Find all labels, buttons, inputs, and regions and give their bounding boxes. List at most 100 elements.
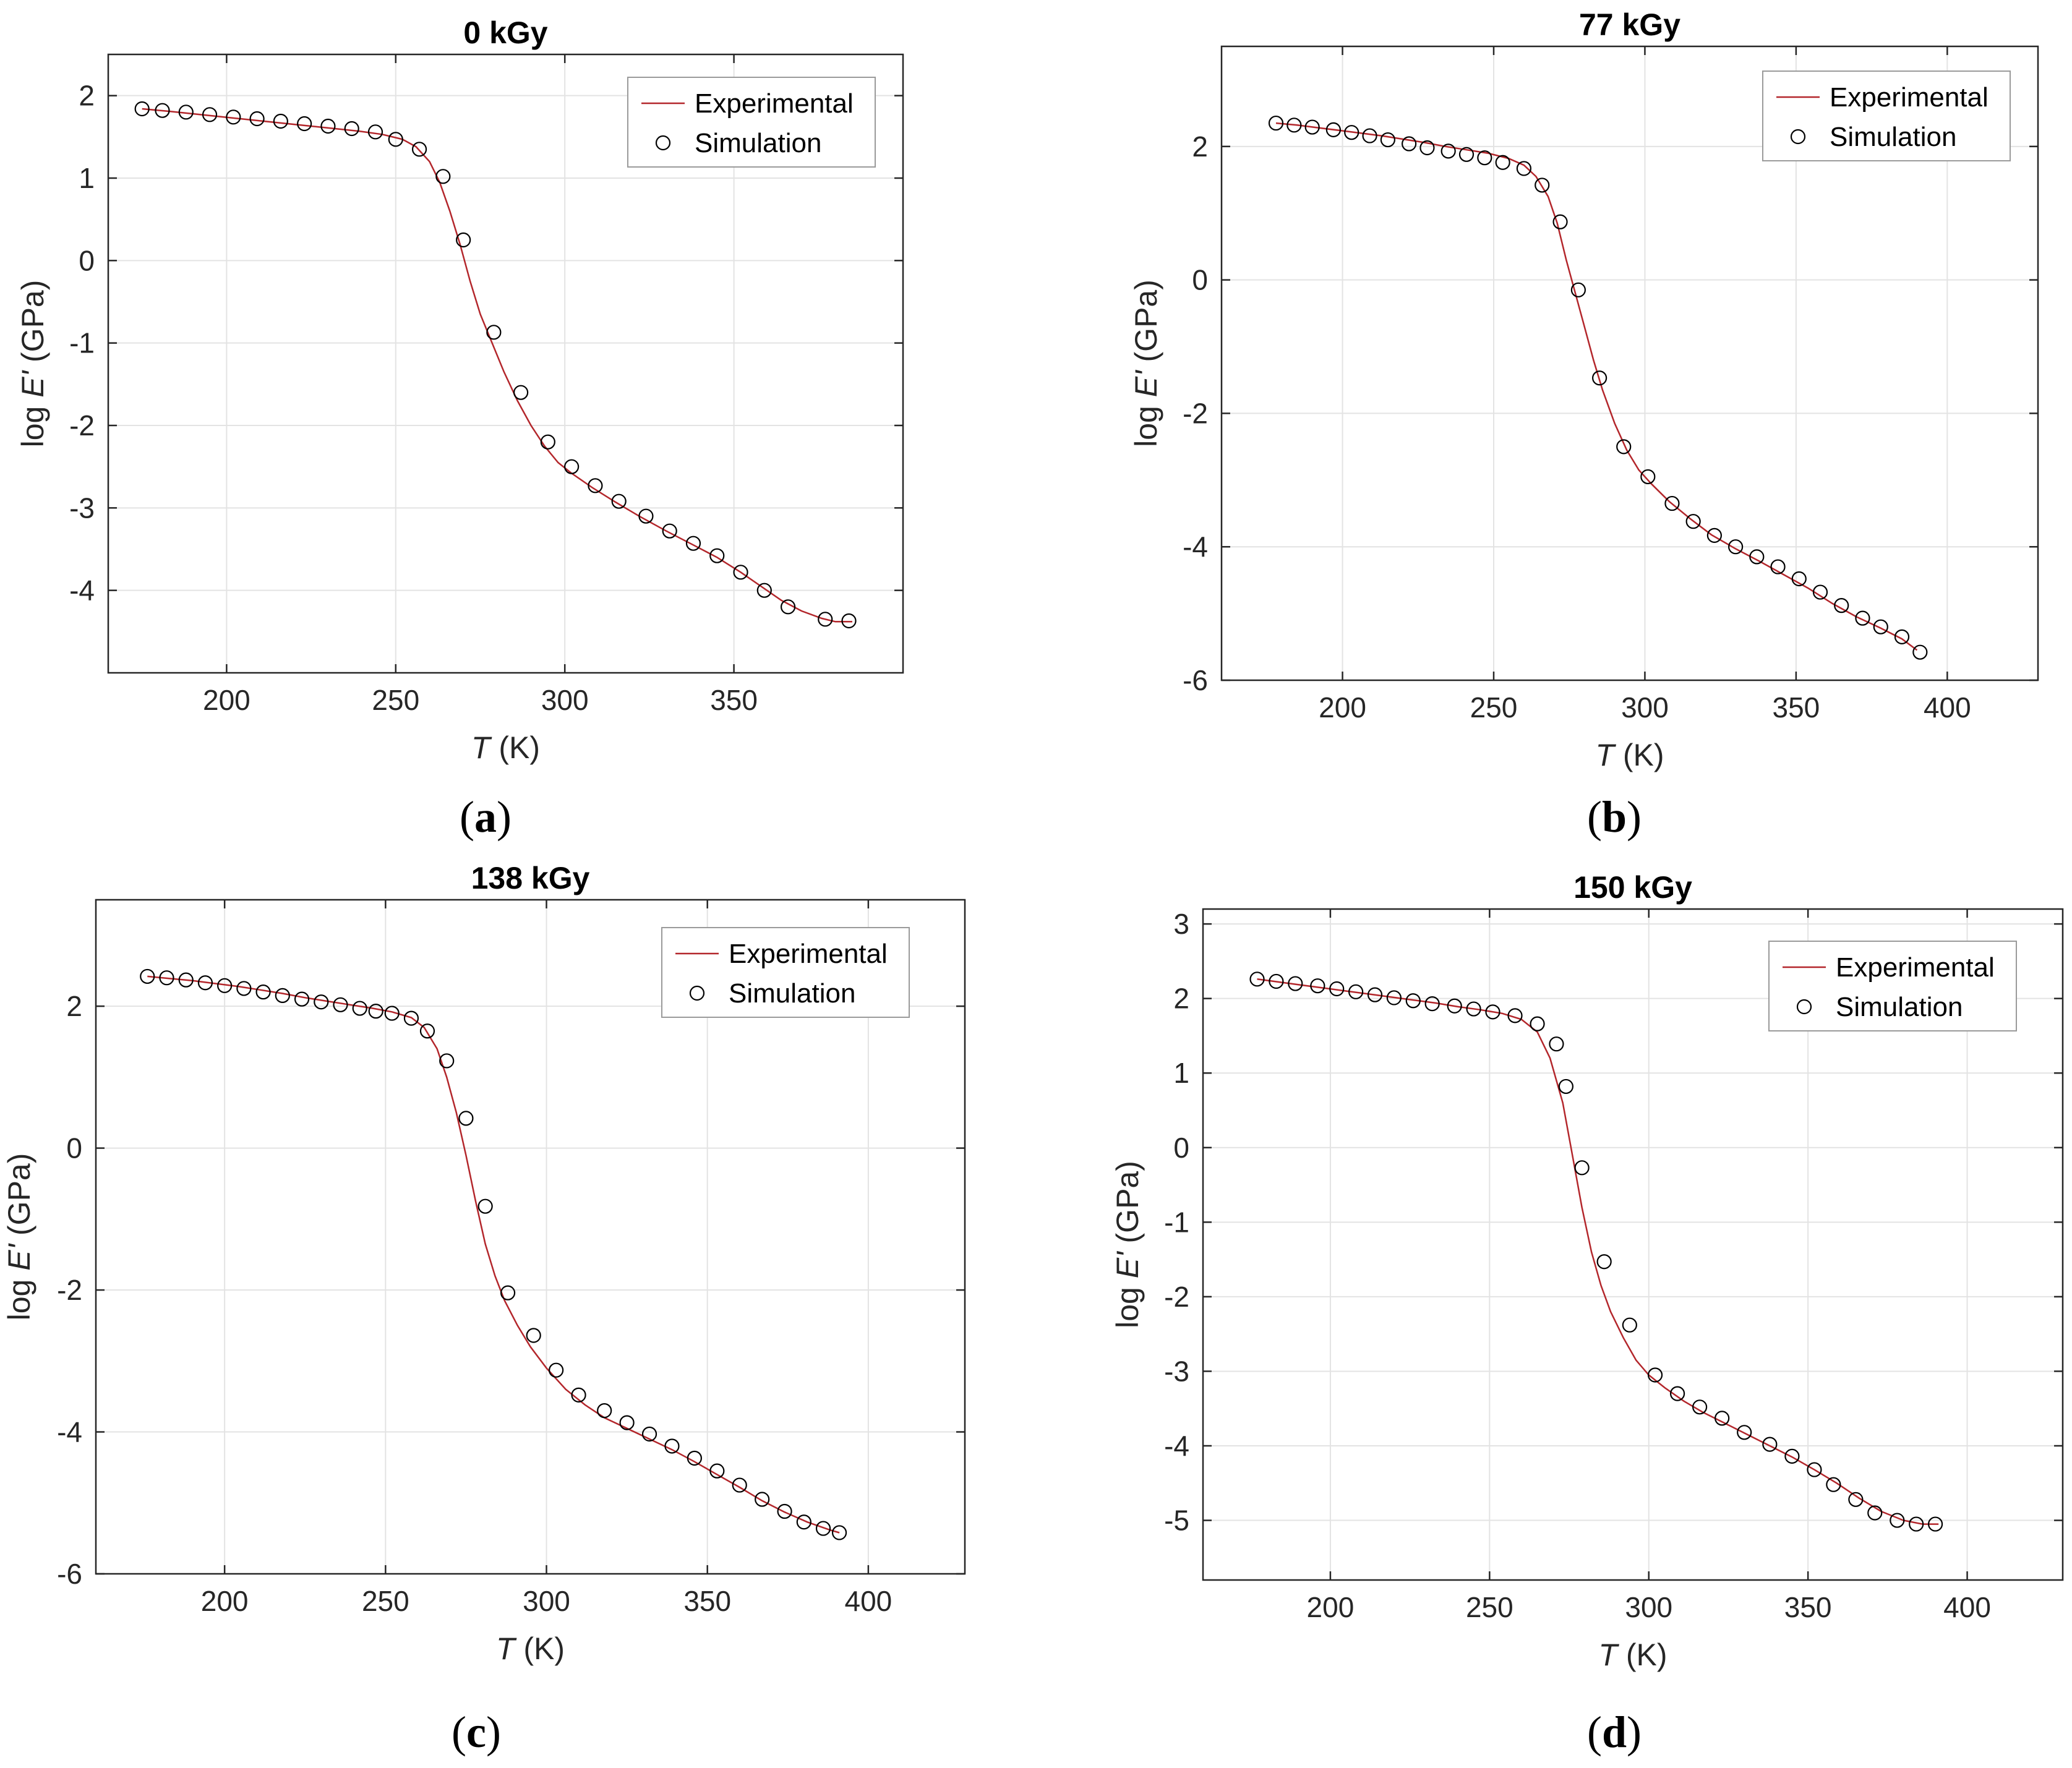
simulation-point (815, 1521, 831, 1536)
simulation-point (202, 107, 218, 122)
y-tick-label: 2 (79, 80, 95, 112)
x-tick-label: 400 (845, 1585, 893, 1617)
y-tick-label: -3 (1164, 1355, 1189, 1387)
simulation-point (1367, 987, 1383, 1002)
x-axis-label-unit: (K) (515, 1631, 565, 1666)
chart-title: 0 kGy (463, 15, 547, 50)
axes-box (95, 899, 966, 1575)
simulation-point (1807, 1462, 1822, 1477)
panel-label-b: (b) (1587, 792, 1642, 842)
panel-label-open: ( (1587, 1707, 1602, 1757)
panel-label-close: ) (497, 792, 512, 842)
x-tick-label: 200 (201, 1585, 249, 1617)
simulation-point (226, 109, 241, 125)
simulation-point (571, 1387, 586, 1403)
x-tick-label: 300 (523, 1585, 570, 1617)
simulation-point (1909, 1516, 1924, 1532)
simulation-point (1362, 128, 1377, 143)
y-tick-label: -1 (1164, 1206, 1189, 1238)
simulation-point (588, 478, 603, 493)
simulation-point (1386, 990, 1402, 1006)
simulation-point (140, 968, 155, 984)
legend-label-experimental: Experimental (1830, 82, 1989, 113)
simulation-point (662, 523, 677, 539)
simulation-point (477, 1198, 493, 1214)
simulation-point (294, 991, 310, 1007)
simulation-point (1419, 140, 1435, 156)
simulation-point (1784, 1448, 1800, 1464)
simulation-point (1516, 161, 1531, 176)
simulation-point (1791, 571, 1807, 587)
simulation-point (155, 103, 170, 118)
simulation-point (1570, 282, 1586, 297)
y-tick-label: 2 (66, 990, 82, 1022)
y-tick-label: 0 (1173, 1132, 1189, 1164)
simulation-point (134, 101, 150, 117)
y-tick-label: -2 (1164, 1281, 1189, 1313)
simulation-point (1873, 619, 1888, 634)
simulation-point (368, 1004, 383, 1019)
y-tick-label: 1 (1173, 1057, 1189, 1089)
y-tick-label: -4 (1183, 531, 1208, 563)
simulation-point (1552, 214, 1568, 229)
legend-box (661, 927, 910, 1018)
simulation-point (1622, 1317, 1637, 1333)
y-tick-label: -6 (57, 1558, 82, 1590)
simulation-point (1507, 1008, 1523, 1023)
legend-box (627, 77, 876, 168)
simulation-point (687, 1450, 702, 1466)
simulation-point (403, 1010, 419, 1026)
simulation-point (1848, 1492, 1864, 1507)
y-tick-label: 3 (1173, 908, 1189, 940)
legend-box (1762, 70, 2011, 161)
panel-label-c: (c) (452, 1707, 501, 1757)
simulation-point (456, 232, 471, 248)
legend: Experimental Simulation (661, 927, 910, 1018)
simulation-point (1329, 981, 1345, 997)
simulation-point (500, 1285, 516, 1300)
chart-panel-d: 200 250 300 350 400 -5 -4 -3 -2 -1 0 1 2 3 150 kGy T (K… (1110, 870, 2064, 1672)
simulation-point (297, 116, 312, 132)
simulation-point (1288, 976, 1303, 991)
simulation-point (1348, 984, 1364, 999)
simulation-point (352, 1001, 367, 1016)
simulation-point (273, 113, 288, 129)
simulation-point (1558, 1078, 1573, 1095)
simulation-point (1269, 973, 1284, 989)
chart-title: 150 kGy (1573, 870, 1692, 905)
y-tick-label: 2 (1192, 130, 1208, 163)
axes-box (1220, 45, 2039, 681)
simulation-point (1692, 1399, 1708, 1415)
y-tick-label: -4 (69, 574, 95, 607)
simulation-point (249, 111, 265, 127)
x-tick-label: 300 (1625, 1591, 1672, 1623)
simulation-point (1640, 469, 1656, 485)
simulation-point (1424, 996, 1440, 1012)
y-tick-label: -4 (1164, 1430, 1189, 1462)
y-axis-label-symbol: E' (1110, 1251, 1145, 1278)
simulation-point (756, 583, 772, 598)
simulation-point (641, 1426, 657, 1442)
panel-label-letter: c (466, 1707, 486, 1757)
legend-label-simulation: Simulation (1830, 122, 1956, 152)
x-axis-label-unit: (K) (490, 730, 541, 765)
panel-label-close: ) (1627, 1707, 1642, 1757)
simulation-point (1402, 136, 1417, 152)
y-tick-label: -4 (57, 1416, 82, 1448)
simulation-point (1762, 1437, 1778, 1452)
experimental-series-line (1275, 122, 1918, 651)
y-axis-label-symbol: E' (2, 1243, 36, 1270)
y-axis-label-unit: (GPa) (15, 280, 50, 371)
simulation-point (841, 613, 857, 629)
simulation-point (236, 981, 252, 996)
panel-label-letter: a (474, 792, 497, 842)
simulation-point (1592, 370, 1608, 386)
simulation-point (1477, 150, 1492, 166)
simulation-point (1549, 1036, 1564, 1052)
simulation-point (178, 105, 194, 120)
simulation-point (458, 1111, 474, 1126)
legend-label-simulation: Simulation (695, 128, 821, 158)
x-tick-label: 250 (1466, 1591, 1513, 1623)
simulation-point (419, 1023, 435, 1039)
